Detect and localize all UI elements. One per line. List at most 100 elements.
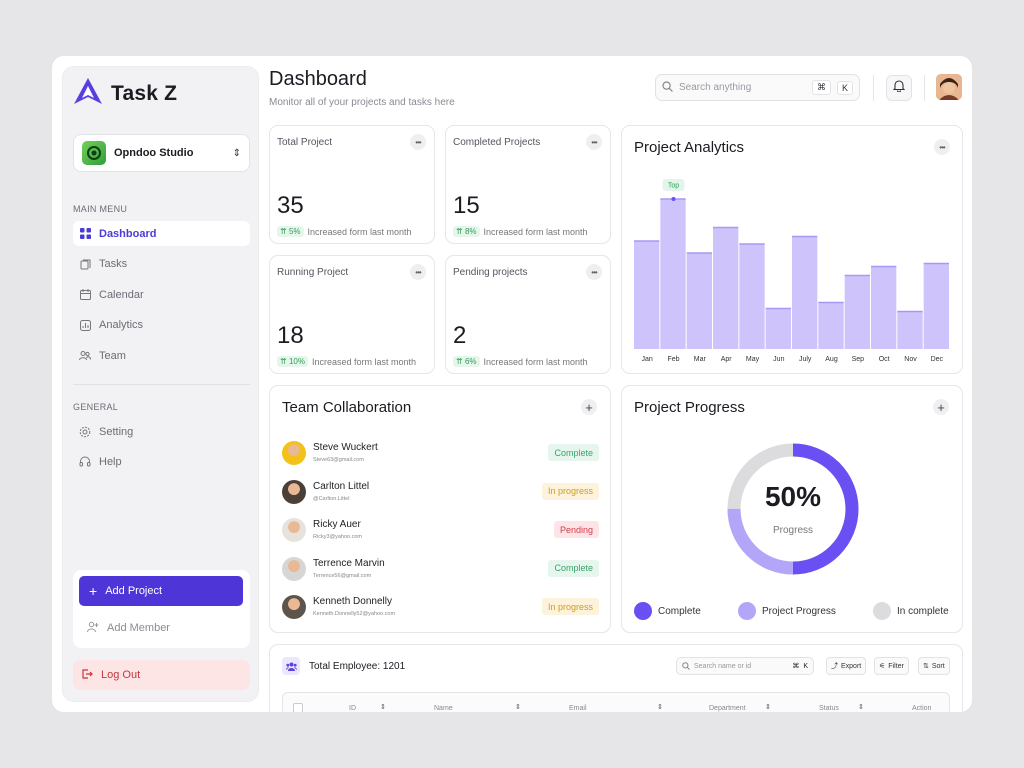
- x-tick-label: Aug: [825, 356, 838, 363]
- logout-button[interactable]: Log Out: [73, 660, 250, 690]
- legend-item-in-complete: In complete: [873, 602, 949, 620]
- sidebar-item-dashboard[interactable]: Dashboard: [73, 221, 250, 246]
- more-options-icon[interactable]: •••: [586, 134, 602, 150]
- bar-jan[interactable]: [634, 241, 660, 349]
- stat-trend: ⇈ 10% Increased form last month: [277, 356, 416, 367]
- table-header: ID ⇕ Name ⇕ Email ⇕ Department ⇕ Status …: [282, 692, 950, 712]
- column-header-email[interactable]: Email: [569, 705, 587, 712]
- page-subtitle: Monitor all of your projects and tasks h…: [269, 97, 455, 108]
- status-badge: In progress: [541, 598, 599, 615]
- avatar: [282, 479, 306, 504]
- sidebar: Task Z Opndoo Studio ⇕ MAIN MENU Dashboa…: [62, 66, 259, 702]
- add-project-button[interactable]: + Add Project: [79, 576, 243, 606]
- sidebar-item-label: Setting: [99, 425, 134, 438]
- column-header-id[interactable]: ID: [349, 705, 356, 712]
- stat-label: Total Project: [277, 137, 333, 148]
- bar-feb[interactable]: [660, 199, 686, 349]
- trend-note: Increased form last month: [483, 356, 588, 367]
- sort-icon[interactable]: ⇕: [858, 704, 864, 711]
- workspace-selector[interactable]: Opndoo Studio ⇕: [73, 134, 250, 172]
- gear-icon: [79, 426, 91, 438]
- search-input[interactable]: Search anything ⌘ K: [655, 74, 860, 101]
- bar-mar[interactable]: [686, 253, 712, 349]
- filter-button[interactable]: ⚟ Filter: [874, 657, 909, 675]
- brand[interactable]: Task Z: [73, 77, 177, 110]
- sidebar-item-calendar[interactable]: Calendar: [73, 282, 250, 307]
- sort-icon[interactable]: ⇕: [765, 704, 771, 711]
- bar-apr[interactable]: [713, 227, 739, 350]
- sort-icon[interactable]: ⇕: [657, 704, 663, 711]
- list-item[interactable]: Carlton Littel @Carlton.Littel In progress: [282, 478, 599, 506]
- sidebar-item-label: Analytics: [99, 319, 144, 332]
- more-options-icon[interactable]: •••: [586, 264, 602, 280]
- filter-icon: ⚟: [879, 663, 886, 670]
- bar-jun[interactable]: [765, 308, 791, 350]
- list-item[interactable]: Steve Wuckert Steve63@gmail.com Complete: [282, 439, 599, 467]
- legend-label: In complete: [897, 605, 949, 617]
- add-member-icon[interactable]: +: [581, 399, 597, 415]
- member-email: @Carlton.Littel: [313, 495, 350, 502]
- bar-dec[interactable]: [923, 263, 949, 350]
- sort-icon[interactable]: ⇕: [380, 704, 386, 711]
- bar-aug[interactable]: [818, 302, 844, 350]
- bar-oct[interactable]: [871, 266, 897, 350]
- user-avatar[interactable]: [936, 74, 962, 100]
- x-tick-label: Nov: [904, 356, 917, 363]
- more-options-icon[interactable]: •••: [934, 139, 950, 155]
- column-header-name[interactable]: Name: [434, 705, 453, 712]
- add-project-label: Add Project: [105, 585, 163, 597]
- member-name: Steve Wuckert: [313, 442, 378, 453]
- sidebar-item-tasks[interactable]: Tasks: [73, 252, 250, 277]
- legend-swatch: [634, 602, 652, 620]
- list-item[interactable]: Kenneth Donnelly Kenneth.Donnelly52@yahoo…: [282, 593, 599, 621]
- status-badge: Pending: [553, 521, 599, 538]
- column-header-action[interactable]: Action: [912, 705, 932, 712]
- sidebar-item-team[interactable]: Team: [73, 343, 250, 368]
- general-menu: Setting Help: [73, 419, 250, 480]
- plus-icon: +: [89, 583, 98, 599]
- more-options-icon[interactable]: •••: [410, 264, 426, 280]
- add-icon[interactable]: +: [933, 399, 949, 415]
- shortcut-k-key: K: [803, 662, 808, 670]
- trend-badge: ⇈ 6%: [453, 356, 480, 367]
- employee-search-input[interactable]: Search name or id ⌘ K: [676, 657, 814, 675]
- legend-label: Complete: [658, 605, 701, 617]
- column-header-department[interactable]: Department: [709, 705, 746, 712]
- more-options-icon[interactable]: •••: [410, 134, 426, 150]
- column-header-status[interactable]: Status: [819, 705, 839, 712]
- trend-badge: ⇈ 10%: [277, 356, 308, 367]
- add-user-icon: [87, 621, 99, 636]
- bar-sep[interactable]: [844, 275, 870, 350]
- sidebar-item-setting[interactable]: Setting: [73, 419, 250, 444]
- member-email: Steve63@gmail.com: [313, 457, 364, 463]
- stat-card-completed-projects: Completed Projects ••• 15 ⇈ 8% Increased…: [445, 125, 611, 244]
- sort-icon[interactable]: ⇕: [515, 704, 521, 711]
- main-menu: Dashboard Tasks Calendar Analytics Team: [73, 221, 250, 374]
- notifications-button[interactable]: [886, 75, 912, 101]
- shortcut-cmd-key: ⌘: [792, 663, 800, 670]
- sidebar-divider: [73, 384, 250, 385]
- bar-may[interactable]: [739, 244, 765, 349]
- card-title: Project Progress: [634, 399, 745, 416]
- avatar: [282, 441, 306, 465]
- x-tick-label: Mar: [694, 356, 707, 363]
- x-tick-label: May: [746, 356, 760, 363]
- x-tick-label: Dec: [931, 356, 944, 363]
- bar-july[interactable]: [792, 236, 818, 350]
- status-badge: Complete: [548, 559, 599, 577]
- x-tick-label: Apr: [721, 356, 733, 363]
- list-item[interactable]: Terrence Marvin Terrence56@gmail.com Compl…: [282, 555, 599, 583]
- progress-sub-label: Progress: [772, 525, 813, 536]
- member-name: Ricky Auer: [313, 519, 361, 530]
- select-all-checkbox[interactable]: [293, 703, 303, 712]
- list-item[interactable]: Ricky Auer Ricky3@yahoo.com Pending: [282, 516, 599, 544]
- x-tick-label: Sep: [852, 356, 865, 363]
- sidebar-item-help[interactable]: Help: [73, 450, 250, 475]
- export-button[interactable]: ⤴ Export: [826, 657, 867, 675]
- sidebar-item-analytics[interactable]: Analytics: [73, 313, 250, 338]
- sort-button[interactable]: ⇅ Sort: [918, 657, 950, 675]
- add-member-button[interactable]: Add Member: [79, 612, 244, 644]
- stat-label: Running Project: [277, 267, 349, 278]
- bar-nov[interactable]: [897, 311, 923, 350]
- team-collaboration-card: Team Collaboration + Steve Wuckert Steve6…: [269, 385, 611, 633]
